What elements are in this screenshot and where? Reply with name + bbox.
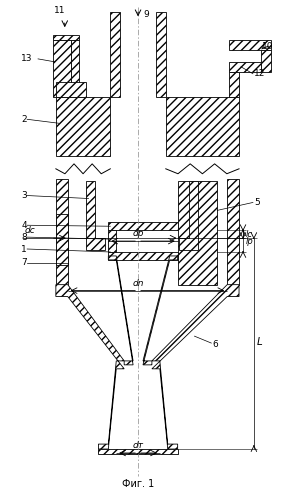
Bar <box>178 180 217 284</box>
Bar <box>71 40 79 96</box>
Text: 13: 13 <box>21 54 33 64</box>
Text: 5: 5 <box>254 198 260 207</box>
Bar <box>56 178 68 284</box>
Polygon shape <box>85 180 105 250</box>
Text: 1: 1 <box>21 244 27 254</box>
Text: dp: dp <box>132 229 144 238</box>
Text: 11: 11 <box>54 6 66 16</box>
Text: lp: lp <box>246 236 254 246</box>
Bar <box>56 214 68 265</box>
Polygon shape <box>143 256 178 365</box>
Text: Фиг. 1: Фиг. 1 <box>122 478 154 488</box>
Bar <box>261 50 271 72</box>
Bar <box>227 178 239 284</box>
Text: lc: lc <box>246 230 253 238</box>
Text: 2: 2 <box>21 115 27 124</box>
Bar <box>229 62 261 72</box>
Text: 7: 7 <box>21 258 27 268</box>
Bar <box>53 35 79 40</box>
Text: 10: 10 <box>262 42 273 50</box>
Bar <box>166 96 239 156</box>
Bar <box>56 96 110 156</box>
Text: 12: 12 <box>254 69 265 78</box>
Bar <box>99 449 178 454</box>
Bar <box>110 12 120 96</box>
Bar <box>108 252 178 260</box>
Text: 8: 8 <box>21 232 27 241</box>
Text: L: L <box>257 337 263 347</box>
Bar <box>108 230 116 252</box>
Bar <box>229 40 271 50</box>
Bar <box>53 40 71 96</box>
Polygon shape <box>108 256 133 365</box>
Bar <box>108 222 178 230</box>
Text: dc: dc <box>24 226 35 235</box>
Text: 4: 4 <box>21 220 27 230</box>
Polygon shape <box>152 284 239 449</box>
Text: dn: dn <box>132 278 144 287</box>
Text: 9: 9 <box>143 10 149 20</box>
Bar <box>229 72 239 96</box>
Text: dт: dт <box>133 441 143 450</box>
Polygon shape <box>56 284 124 449</box>
Text: 3: 3 <box>21 191 27 200</box>
Polygon shape <box>179 180 199 250</box>
Bar <box>156 12 166 96</box>
Text: 6: 6 <box>212 340 218 348</box>
Bar <box>56 82 85 96</box>
